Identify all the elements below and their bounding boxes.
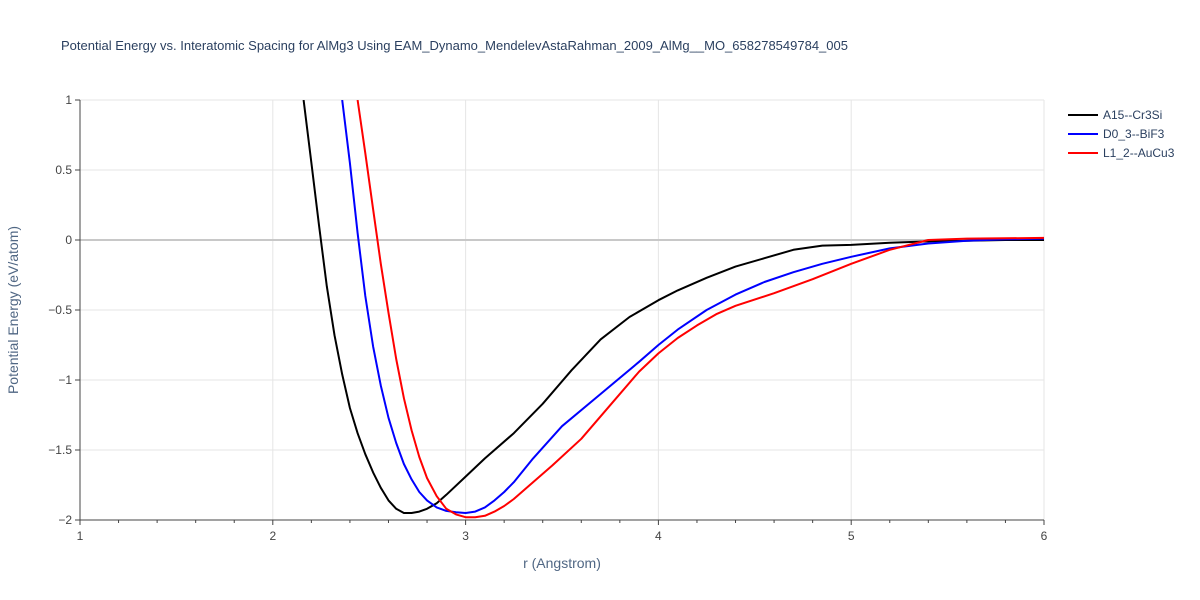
x-tick-label: 6 [1041,529,1048,543]
y-axis-title: Potential Energy (eV/atom) [5,226,21,394]
x-tick-label: 2 [269,529,276,543]
y-tick-label: 0 [65,233,72,247]
legend-label: D0_3--BiF3 [1103,127,1165,141]
x-axis-title: r (Angstrom) [523,555,601,571]
legend-label: A15--Cr3Si [1103,108,1162,122]
series-line-0[interactable] [302,100,1044,514]
series-line-2[interactable] [356,100,1044,519]
x-tick-label: 4 [655,529,662,543]
series-layer [302,100,1044,519]
y-tick-label: −1.5 [48,443,72,457]
y-axis: −2 −1.5 −1 −0.5 0 0.5 1 [48,93,81,527]
legend-item-1[interactable]: D0_3--BiF3 [1068,127,1165,141]
x-tick-label: 5 [848,529,855,543]
y-tick-label: −2 [58,513,72,527]
legend[interactable]: A15--Cr3Si D0_3--BiF3 L1_2--AuCu3 [1068,108,1175,160]
legend-label: L1_2--AuCu3 [1103,146,1175,160]
legend-item-2[interactable]: L1_2--AuCu3 [1068,146,1175,160]
x-tick-label: 3 [462,529,469,543]
y-tick-label: 1 [65,93,72,107]
y-tick-label: −1 [58,373,72,387]
x-axis: 1 2 3 4 5 6 [77,519,1048,543]
series-line-1[interactable] [341,100,1044,514]
y-tick-label: 0.5 [55,163,72,177]
x-tick-label: 1 [77,529,84,543]
y-tick-label: −0.5 [48,303,72,317]
legend-item-0[interactable]: A15--Cr3Si [1068,108,1162,122]
chart-title: Potential Energy vs. Interatomic Spacing… [61,38,848,53]
